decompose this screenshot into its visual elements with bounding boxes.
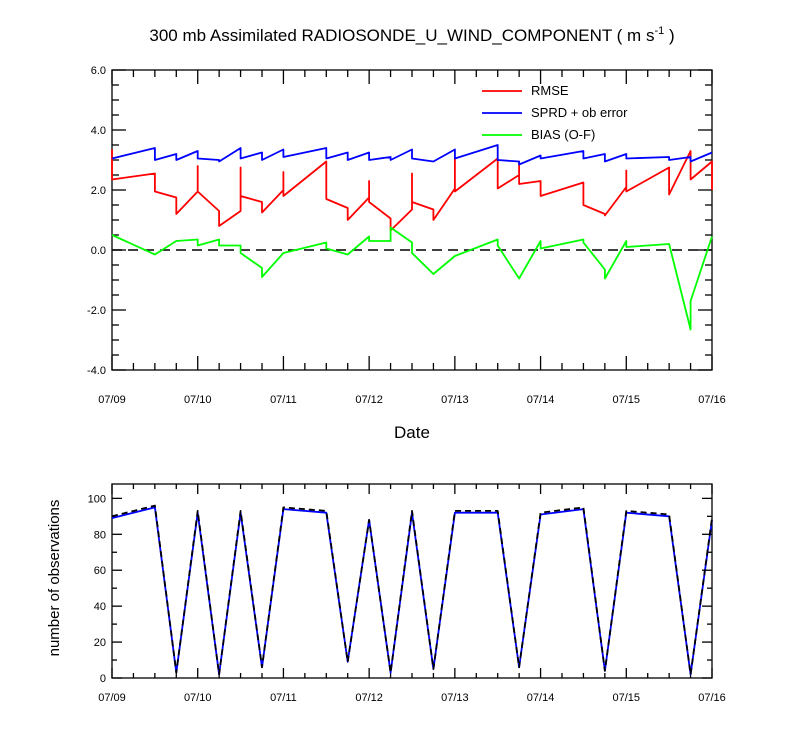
bottom-plot-xtick-label: 07/09 — [98, 692, 126, 704]
bottom-plot-xtick-label: 07/10 — [184, 692, 212, 704]
legend-label: RMSE — [531, 83, 569, 98]
top-plot-xtick-label: 07/13 — [441, 394, 469, 406]
bottom-plot-ytick-label: 20 — [94, 637, 106, 649]
series-line-sprd-ob-error — [111, 144, 713, 166]
top-plot-xtick-label: 07/15 — [613, 394, 641, 406]
bottom-plot-xtick-label: 07/16 — [698, 692, 726, 704]
bottom-plot-xtick-label: 07/12 — [355, 692, 383, 704]
top-plot-xtick-label: 07/12 — [355, 394, 383, 406]
top-plot-ytick-label: -2.0 — [87, 305, 106, 317]
top-chart-xlabel: Date — [394, 423, 430, 442]
top-plot-ytick-label: 6.0 — [91, 65, 106, 77]
bottom-plot-ytick-label: 100 — [88, 493, 106, 505]
bottom-plot-xtick-label: 07/11 — [270, 692, 297, 704]
top-plot-area: 07/09 07/10 07/11 07/12 07/13 07/14 07/15 07/16… — [87, 65, 726, 406]
bottom-plot-xtick-label: 07/15 — [613, 692, 641, 704]
bottom-plot-xtick-label: 07/14 — [527, 692, 555, 704]
series-line-bias-o-f — [111, 226, 713, 331]
bottom-plot-ytick-label: 40 — [94, 601, 106, 613]
top-plot-ytick-label: 4.0 — [91, 125, 106, 137]
top-plot-xtick-label: 07/10 — [184, 394, 212, 406]
chart-title-end: ) — [664, 26, 674, 45]
chart-title: 300 mb Assimilated RADIOSONDE_U_WIND_COM… — [149, 25, 674, 45]
bottom-chart-ylabel: number of observations — [46, 500, 63, 657]
legend-label: BIAS (O-F) — [531, 127, 595, 142]
top-plot-ytick-label: -4.0 — [87, 365, 106, 377]
series-line-observations-total — [111, 504, 713, 676]
bottom-plot-ytick-label: 60 — [94, 565, 106, 577]
bottom-plot-xtick-label: 07/13 — [441, 692, 469, 704]
bottom-plot-area: 07/09 07/10 07/11 07/12 07/13 07/14 07/15 07/16… — [88, 483, 726, 704]
top-plot-ytick-label: 0.0 — [91, 245, 106, 257]
bottom-plot-ytick-label: 0 — [100, 673, 106, 685]
legend-label: SPRD + ob error — [531, 105, 628, 120]
top-plot-xtick-label: 07/14 — [527, 394, 555, 406]
top-plot-ytick-label: 2.0 — [91, 185, 106, 197]
chart-title-main: 300 mb Assimilated RADIOSONDE_U_WIND_COM… — [149, 26, 654, 45]
bottom-plot-ytick-label: 80 — [94, 529, 106, 541]
top-plot-xtick-label: 07/09 — [98, 394, 126, 406]
top-plot-xtick-label: 07/16 — [698, 394, 726, 406]
chart-title-unit-sup: -1 — [654, 25, 664, 37]
top-plot-xtick-label: 07/11 — [270, 394, 297, 406]
series-line-rmse — [111, 149, 713, 232]
